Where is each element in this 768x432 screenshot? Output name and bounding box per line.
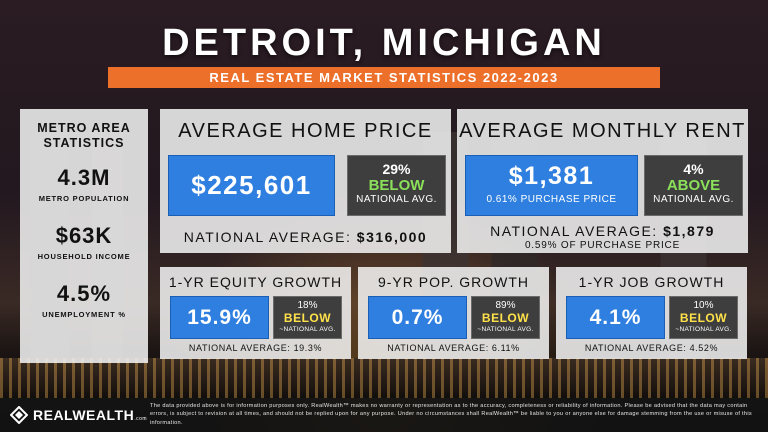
equity-heading: 1-YR EQUITY GROWTH <box>168 274 343 290</box>
population-growth-panel: 9-YR POP. GROWTH 0.7% 89% BELOW ~NATIONA… <box>358 267 549 359</box>
population-compare-dir: BELOW <box>481 311 530 325</box>
unemployment-label: UNEMPLOYMENT % <box>42 310 126 319</box>
equity-value: 15.9% <box>170 296 269 339</box>
home-price-panel: AVERAGE HOME PRICE $225,601 29% BELOW NA… <box>160 109 451 253</box>
footer-bar: REALWEALTH.com The data provided above i… <box>0 398 768 432</box>
home-price-compare-label: NATIONAL AVG. <box>356 194 437 205</box>
realwealth-logo-text: REALWEALTH.com <box>33 407 148 423</box>
equity-compare-label: ~NATIONAL AVG. <box>279 326 336 333</box>
population-value: 0.7% <box>368 296 467 339</box>
rent-value-box: $1,381 0.61% PURCHASE PRICE <box>465 155 638 216</box>
metro-population-label: METRO POPULATION <box>38 194 130 203</box>
disclaimer-text: The data provided above is for informati… <box>150 403 752 426</box>
metro-heading: METRO AREA STATISTICS <box>37 121 131 150</box>
rent-value: $1,381 <box>508 162 595 190</box>
rent-panel: AVERAGE MONTHLY RENT $1,381 0.61% PURCHA… <box>457 109 748 253</box>
home-price-heading: AVERAGE HOME PRICE <box>178 120 433 142</box>
rent-national-sub: 0.59% OF PURCHASE PRICE <box>524 240 681 251</box>
jobs-compare-pct: 10% <box>693 300 714 311</box>
jobs-national: NATIONAL AVERAGE: 4.52% <box>584 343 719 353</box>
home-price-national: NATIONAL AVERAGE: $316,000 <box>183 229 428 245</box>
population-compare-box: 89% BELOW ~NATIONAL AVG. <box>471 296 540 339</box>
river-reflection <box>0 358 768 398</box>
population-national: NATIONAL AVERAGE: 6.11% <box>387 343 520 353</box>
page-title: DETROIT, MICHIGAN <box>162 22 606 64</box>
rent-heading: AVERAGE MONTHLY RENT <box>459 120 746 142</box>
metro-stats-panel: METRO AREA STATISTICS 4.3M METRO POPULAT… <box>20 109 148 363</box>
equity-compare-box: 18% BELOW ~NATIONAL AVG. <box>273 296 342 339</box>
home-price-compare-dir: BELOW <box>368 177 425 194</box>
realwealth-logo-icon <box>9 405 29 425</box>
job-growth-panel: 1-YR JOB GROWTH 4.1% 10% BELOW ~NATIONAL… <box>556 267 747 359</box>
jobs-compare-label: ~NATIONAL AVG. <box>675 326 732 333</box>
unemployment-value: 4.5% <box>56 281 112 306</box>
equity-compare-dir: BELOW <box>283 311 332 325</box>
jobs-heading: 1-YR JOB GROWTH <box>578 274 725 290</box>
rent-purchase-pct: 0.61% PURCHASE PRICE <box>486 194 617 205</box>
population-heading: 9-YR POP. GROWTH <box>377 274 530 290</box>
equity-growth-panel: 1-YR EQUITY GROWTH 15.9% 18% BELOW ~NATI… <box>160 267 351 359</box>
home-price-compare-pct: 29% <box>382 161 411 177</box>
rent-compare-dir: ABOVE <box>666 177 721 194</box>
population-compare-pct: 89% <box>495 300 516 311</box>
home-price-compare-box: 29% BELOW NATIONAL AVG. <box>347 155 446 216</box>
subtitle-banner: REAL ESTATE MARKET STATISTICS 2022-2023 <box>108 67 660 88</box>
equity-national: NATIONAL AVERAGE: 19.3% <box>188 343 323 353</box>
realwealth-logo[interactable]: REALWEALTH.com <box>9 405 148 425</box>
rent-compare-label: NATIONAL AVG. <box>653 194 734 205</box>
household-income-value: $63K <box>55 223 113 248</box>
population-compare-label: ~NATIONAL AVG. <box>477 326 534 333</box>
rent-compare-pct: 4% <box>683 161 704 177</box>
jobs-compare-dir: BELOW <box>679 311 728 325</box>
jobs-value: 4.1% <box>566 296 665 339</box>
rent-compare-box: 4% ABOVE NATIONAL AVG. <box>644 155 743 216</box>
household-income-label: HOUSEHOLD INCOME <box>37 252 131 261</box>
equity-compare-pct: 18% <box>297 300 318 311</box>
metro-population-value: 4.3M <box>57 165 111 190</box>
jobs-compare-box: 10% BELOW ~NATIONAL AVG. <box>669 296 738 339</box>
rent-national: NATIONAL AVERAGE: $1,879 <box>490 223 715 239</box>
home-price-value: $225,601 <box>168 155 335 216</box>
